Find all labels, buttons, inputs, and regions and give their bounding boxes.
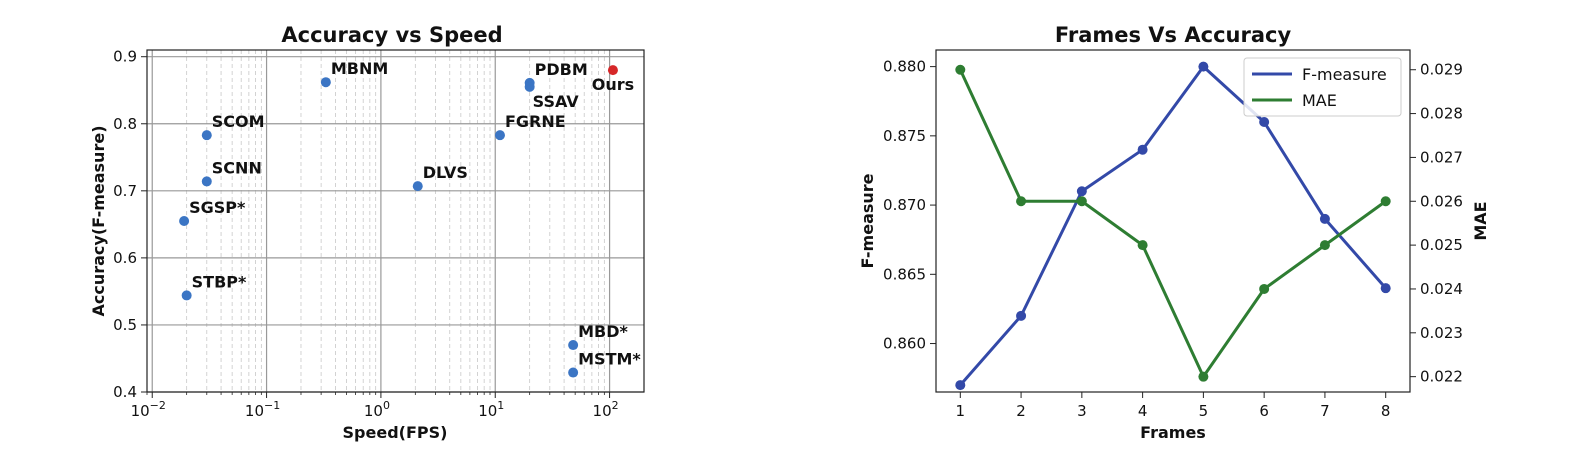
line-plot-frame [935, 49, 1411, 393]
scatter-grid [146, 50, 644, 393]
series-point-mae [1259, 283, 1270, 294]
y-left-tick-label: 0.875 [883, 127, 926, 145]
point-label-ssav: SSAV [533, 92, 580, 111]
line-y-label-right: MAE [1471, 201, 1490, 240]
point-scom [201, 130, 212, 141]
y-left-tick-label: 0.870 [883, 196, 926, 214]
series-point-f-measure [1319, 213, 1330, 224]
point-scnn [201, 176, 212, 187]
line-legend: F-measure MAE [1243, 57, 1402, 117]
series-point-mae [955, 64, 966, 75]
point-mbnm [320, 77, 331, 88]
line-ticks: 1 2 3 4 5 6 7 8 0.860 0.865 0.870 0.875 0.880 0.022 0.… [883, 58, 1463, 420]
point-mstm [568, 367, 579, 378]
legend-label-mae: MAE [1302, 91, 1337, 110]
x-tick-label: 101 [478, 399, 504, 420]
y-tick-label: 0.9 [113, 48, 137, 66]
y-right-tick-label: 0.028 [1420, 105, 1463, 123]
point-label-scnn: SCNN [212, 158, 262, 177]
x-tick-label: 4 [1138, 402, 1148, 420]
point-label-mbd: MBD* [578, 322, 628, 341]
y-left-tick-label: 0.865 [883, 265, 926, 283]
y-tick-label: 0.5 [113, 316, 137, 334]
point-label-ours: Ours [592, 75, 634, 94]
series-point-mae [1016, 196, 1027, 207]
point-label-scom: SCOM [212, 112, 265, 131]
series-line-f-measure [959, 65, 1387, 387]
y-right-tick-label: 0.022 [1420, 368, 1463, 386]
x-tick-label: 2 [1016, 402, 1026, 420]
accuracy-vs-speed-chart: 10−2 10−1 100 101 102 0.4 0.5 0.6 0.7 0.8 0.9 MBNM… [89, 23, 645, 442]
scatter-ticks: 10−2 10−1 100 101 102 0.4 0.5 0.6 0.7 0.8 0.9 [113, 48, 618, 420]
series-point-f-measure [955, 380, 966, 391]
x-tick-label: 10−1 [245, 399, 280, 420]
x-tick-label: 7 [1320, 402, 1330, 420]
point-label-sgsp: SGSP* [189, 198, 246, 217]
x-tick-label: 10−2 [131, 399, 166, 420]
series-point-f-measure [1198, 61, 1209, 72]
scatter-points: MBNM PDBM SSAV Ours SCOM FGRNE SCNN DLVS SGSP* ST… [179, 59, 641, 378]
x-tick-label: 8 [1381, 402, 1391, 420]
series-point-f-measure [1137, 144, 1148, 155]
scatter-y-label: Accuracy(F-measure) [89, 125, 108, 316]
point-stbp [181, 290, 192, 301]
x-tick-label: 102 [593, 399, 619, 420]
point-fgrne [494, 130, 505, 141]
point-ours [607, 65, 618, 76]
line-title: Frames Vs Accuracy [1055, 23, 1292, 47]
scatter-plot-frame [146, 49, 645, 393]
y-tick-label: 0.8 [113, 115, 137, 133]
series-point-f-measure [1380, 283, 1391, 294]
x-tick-label: 5 [1199, 402, 1209, 420]
y-right-tick-label: 0.023 [1420, 324, 1463, 342]
scatter-title: Accuracy vs Speed [281, 23, 502, 47]
point-dlvs [412, 181, 423, 192]
point-sgsp [179, 216, 190, 226]
point-label-mstm: MSTM* [578, 350, 641, 369]
line-x-label: Frames [1140, 423, 1206, 442]
y-right-tick-label: 0.025 [1420, 236, 1463, 254]
y-left-tick-label: 0.860 [883, 335, 926, 353]
line-y-label-left: F-measure [858, 173, 877, 268]
point-mbd [568, 340, 579, 351]
y-right-tick-label: 0.024 [1420, 280, 1463, 298]
y-tick-label: 0.7 [113, 182, 137, 200]
series-point-mae [1198, 371, 1209, 382]
y-right-tick-label: 0.026 [1420, 192, 1463, 210]
y-tick-label: 0.6 [113, 249, 137, 267]
series-point-f-measure [1259, 117, 1270, 127]
x-tick-label: 100 [364, 399, 390, 420]
series-point-f-measure [1076, 186, 1087, 197]
point-label-fgrne: FGRNE [505, 112, 566, 131]
x-tick-label: 6 [1259, 402, 1269, 420]
series-point-mae [1076, 196, 1087, 207]
x-tick-label: 3 [1077, 402, 1087, 420]
series-line-mae [958, 69, 1387, 379]
frames-vs-accuracy-chart: 1 2 3 4 5 6 7 8 0.860 0.865 0.870 0.875 0.880 0.022 0.… [858, 23, 1490, 442]
series-point-mae [1380, 196, 1391, 207]
series-point-mae [1319, 240, 1330, 251]
legend-label-f-measure: F-measure [1302, 65, 1387, 84]
series-point-f-measure [1016, 310, 1027, 321]
point-label-mbnm: MBNM [331, 59, 388, 78]
x-tick-label: 1 [956, 402, 966, 420]
point-label-stbp: STBP* [192, 272, 247, 291]
y-right-tick-label: 0.027 [1420, 148, 1463, 166]
line-series [955, 61, 1391, 391]
point-ssav [524, 81, 535, 92]
y-tick-label: 0.4 [113, 383, 137, 401]
y-right-tick-label: 0.029 [1420, 61, 1463, 79]
series-point-mae [1137, 240, 1148, 251]
y-left-tick-label: 0.880 [883, 58, 926, 76]
scatter-x-label: Speed(FPS) [343, 423, 448, 442]
point-label-pdbm: PDBM [535, 60, 588, 79]
point-label-dlvs: DLVS [423, 163, 468, 182]
